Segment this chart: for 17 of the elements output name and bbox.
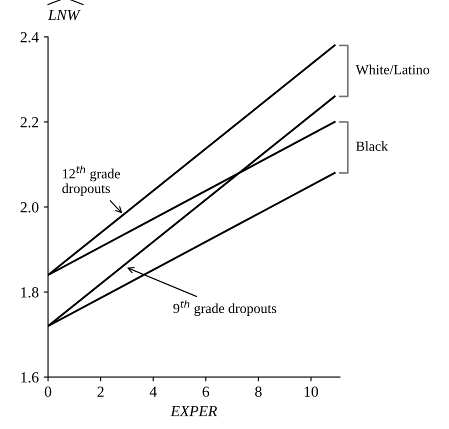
y-tick-label: 2.4 (20, 32, 39, 42)
x-tick-label: 6 (202, 386, 210, 397)
y-tick-label: 2.2 (20, 117, 38, 128)
annotation: 9$^{th}$ grade dropouts (173, 300, 276, 316)
text: Black (356, 141, 388, 151)
x-tick-label: 2 (97, 386, 104, 397)
y-tick-label: 1.8 (21, 287, 38, 298)
y-tick-label: 2.0 (20, 202, 38, 213)
text: White/Latino (356, 64, 430, 74)
x-tick-label: 8 (255, 386, 262, 397)
y-tick-label: 1.6 (21, 372, 39, 383)
annotation: 12$^{th}$ grade dropouts (62, 166, 120, 196)
y-axis-title: LNW (48, 10, 81, 20)
x-tick-label: 0 (44, 386, 52, 397)
x-axis-title: EXPER (170, 406, 218, 416)
x-tick-label: 4 (150, 386, 157, 397)
x-tick-label: 10 (304, 386, 318, 397)
